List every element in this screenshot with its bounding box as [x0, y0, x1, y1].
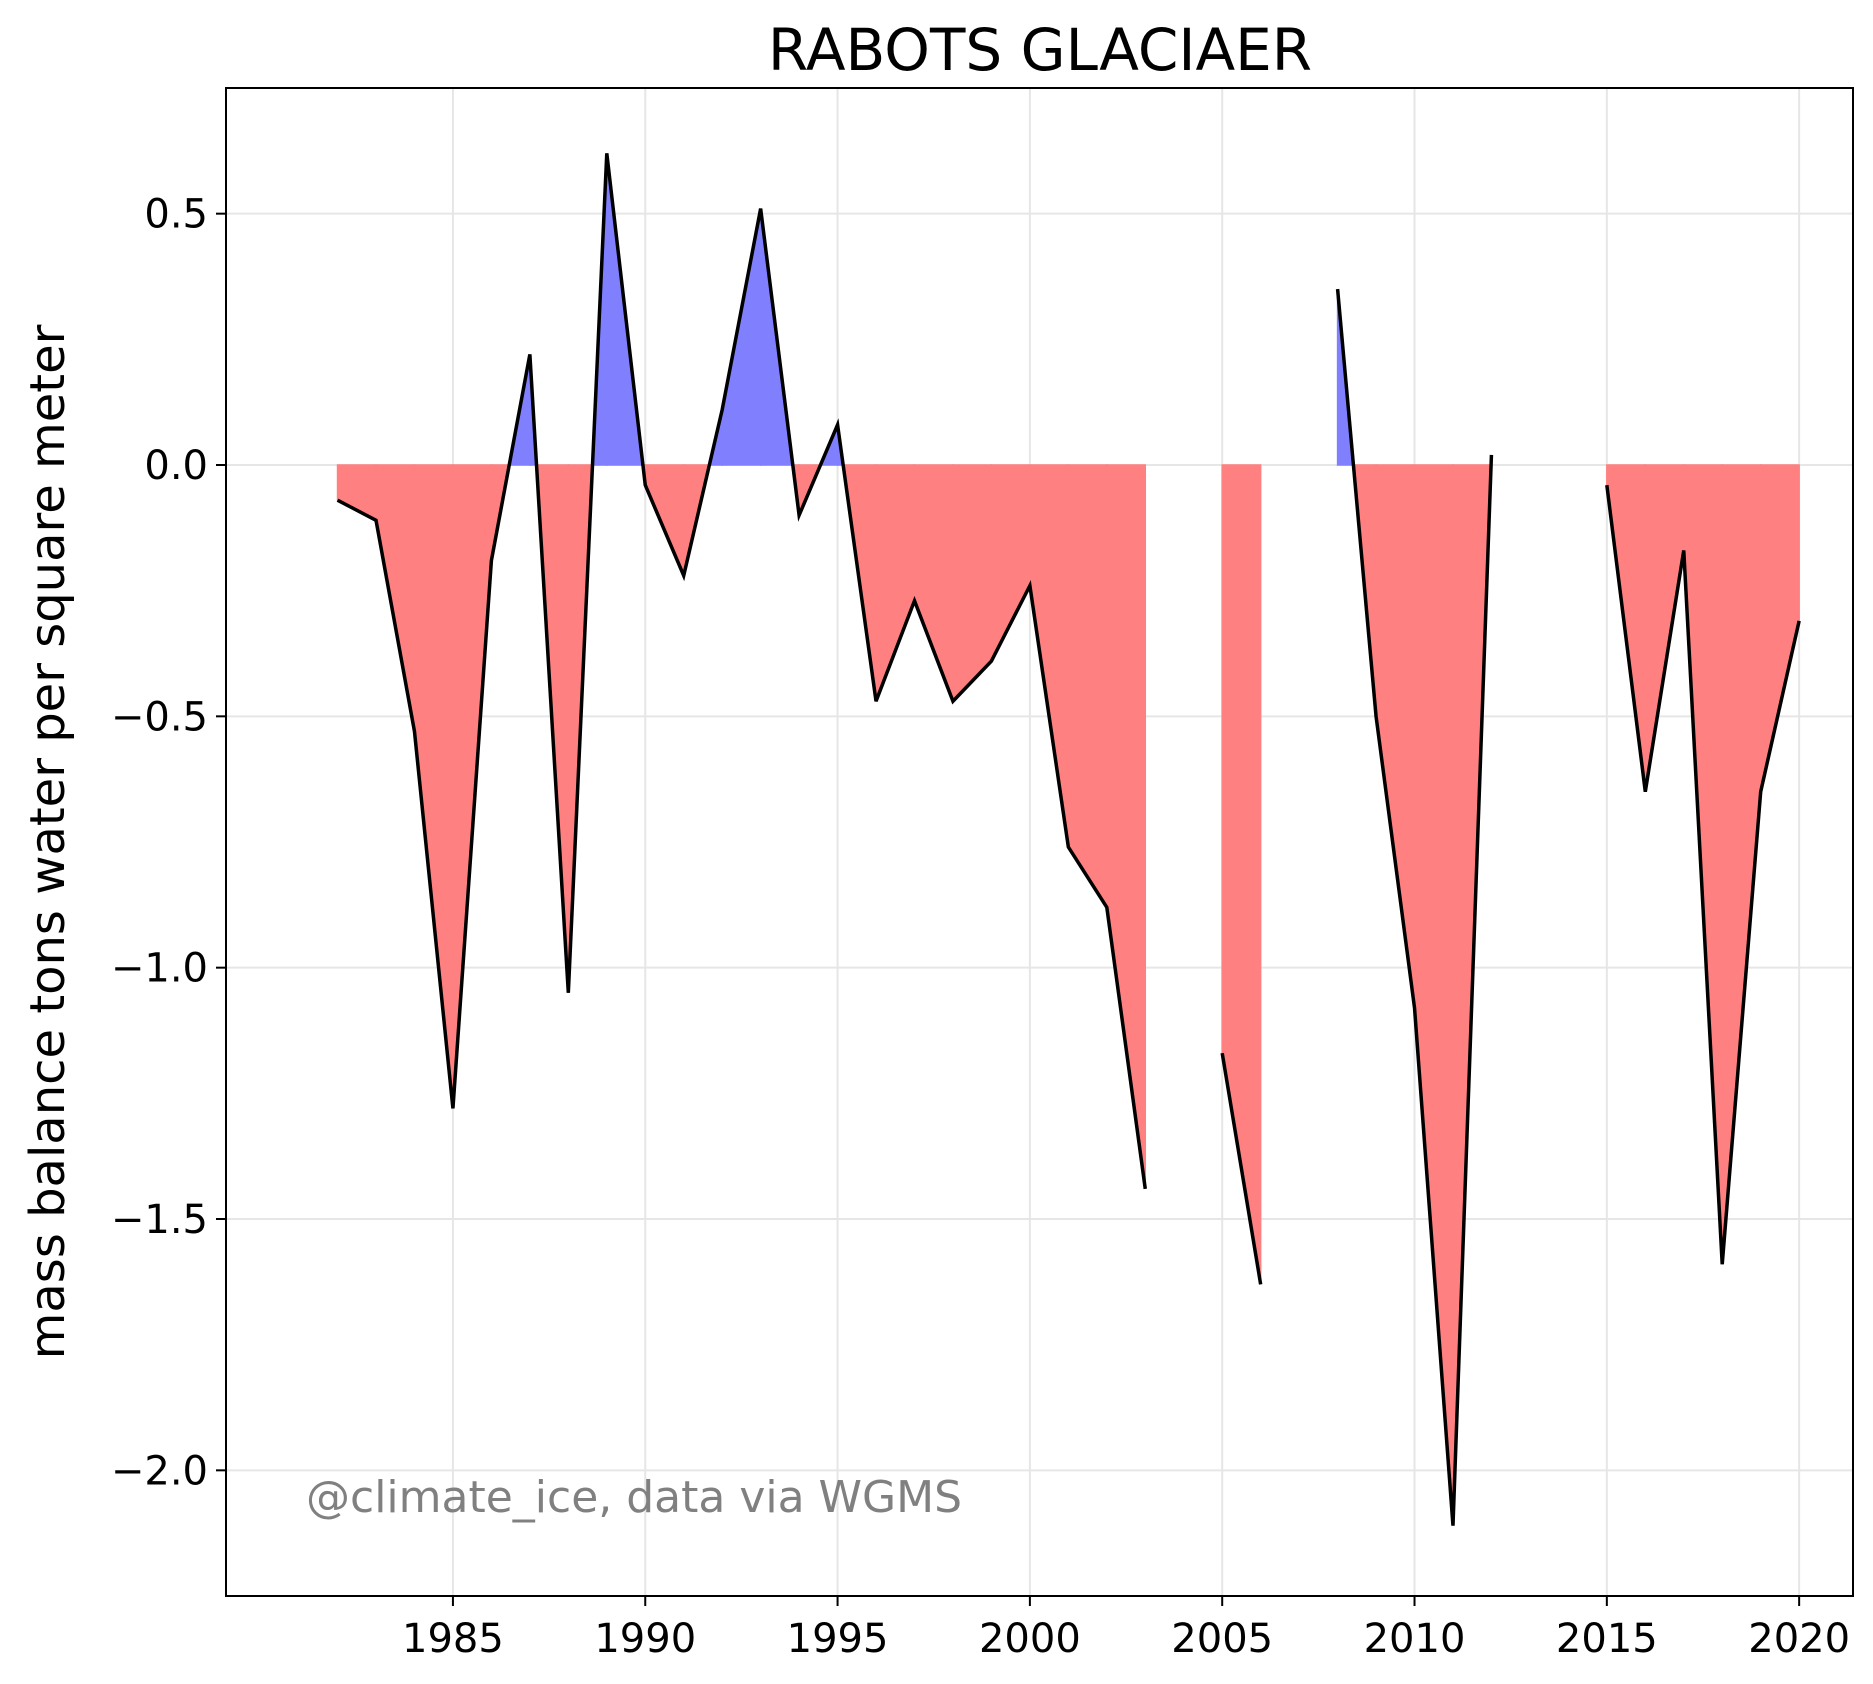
- negative-area-2016-0: [1644, 464, 1685, 792]
- x-tick-label-1995: 1995: [787, 1616, 889, 1662]
- chart-title: RABOTS GLACIAER: [768, 16, 1312, 84]
- x-tick-label-2000: 2000: [979, 1616, 1081, 1662]
- negative-area-2010-0: [1413, 464, 1454, 1526]
- negative-area-1996-0: [875, 464, 916, 702]
- y-tick-label-2: −0.5: [111, 694, 208, 740]
- negative-area-1997-0: [913, 464, 954, 702]
- mass-balance-line-segment-1: [1220, 1052, 1263, 1285]
- y-tick-label-0: 0.5: [144, 192, 208, 238]
- negative-area-2001-0: [1067, 464, 1108, 910]
- x-tick-label-2015: 2015: [1556, 1616, 1658, 1662]
- x-tick-label-1990: 1990: [594, 1616, 696, 1662]
- x-tick-label-2005: 2005: [1171, 1616, 1273, 1662]
- negative-area-2009-0: [1375, 464, 1416, 1008]
- mass-balance-line-segment-0: [336, 153, 1148, 1190]
- x-tick-label-1985: 1985: [402, 1616, 504, 1662]
- y-tick-label-3: −1.0: [111, 946, 208, 992]
- axis-ticks: 1985 1990 1995 2000 2005 2010 2015 2020 0.5 0.0 −0…: [111, 192, 1850, 1662]
- y-axis-label: mass balance tons water per square meter: [20, 324, 76, 1359]
- negative-area-1999-0: [990, 464, 1031, 662]
- y-tick-label-1: 0.0: [144, 443, 208, 489]
- negative-area-2019-0: [1759, 464, 1800, 792]
- mass-balance-line-segment-3: [1605, 484, 1801, 1265]
- x-tick-label-2020: 2020: [1748, 1616, 1850, 1662]
- y-tick-label-4: −1.5: [111, 1197, 208, 1243]
- series-lines: [336, 153, 1801, 1526]
- y-tick-label-5: −2.0: [111, 1448, 208, 1494]
- plot-frame: [225, 87, 1854, 1597]
- credit-annotation: @climate_ice, data via WGMS: [306, 1472, 962, 1523]
- mass-balance-line-segment-2: [1335, 288, 1494, 1526]
- negative-area-2002-0: [1106, 464, 1147, 1189]
- x-tick-label-2010: 2010: [1364, 1616, 1466, 1662]
- negative-area-2000-0: [1029, 464, 1070, 848]
